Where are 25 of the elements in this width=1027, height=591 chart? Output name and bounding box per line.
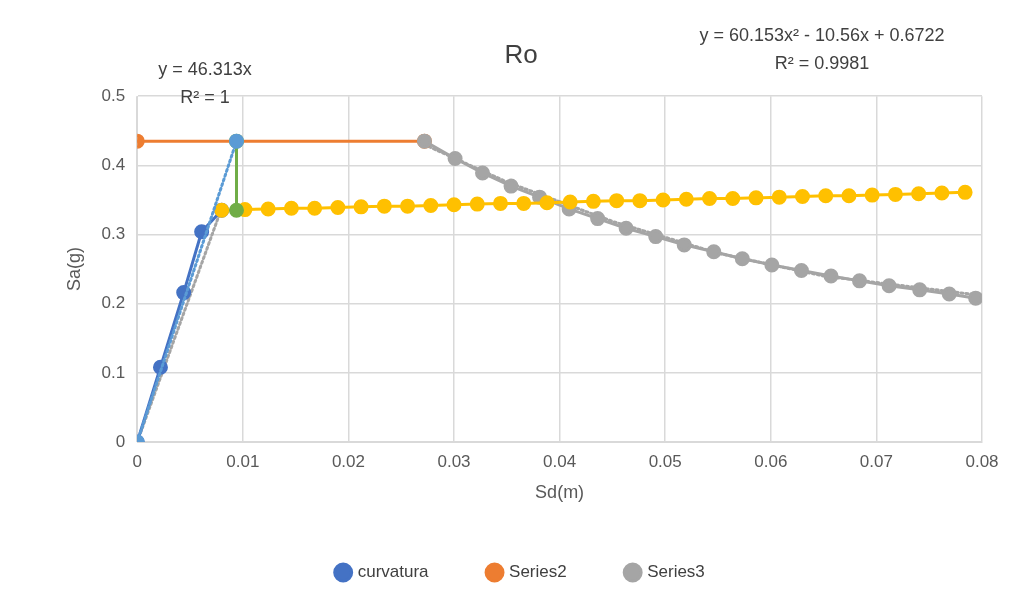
x-tick-label: 0.04 — [543, 451, 577, 471]
x-tick-label: 0 — [132, 451, 142, 471]
x-tick-label: 0.05 — [648, 451, 682, 471]
x-tick-label: 0.03 — [437, 451, 471, 471]
y-tick-label: 0.4 — [101, 155, 126, 175]
y-tick-label: 0.5 — [101, 85, 126, 105]
x-tick-label: 0.01 — [226, 451, 260, 471]
x-axis-title: Sd(m) — [535, 482, 585, 503]
legend-label: Series2 — [509, 562, 567, 582]
chart-title: Ro — [504, 38, 538, 69]
y-tick-label: 0.1 — [101, 362, 126, 382]
x-tick-label: 0.07 — [859, 451, 893, 471]
x-tick-label: 0.08 — [965, 451, 999, 471]
y-axis-title: Sa(g) — [63, 247, 84, 292]
annotation: R² = 1 — [180, 86, 230, 107]
y-tick-label: 0.2 — [101, 293, 126, 313]
text: R² = 0.9981 — [774, 52, 870, 73]
y-tick-label: 0 — [115, 431, 126, 451]
x-tick-label: 0.06 — [754, 451, 788, 471]
legend-label: curvatura — [357, 562, 430, 582]
text: y = 60.153x² - 10.56x + 0.6722 — [699, 24, 945, 45]
legend-label: Series3 — [647, 562, 705, 582]
y-tick-label: 0.3 — [101, 224, 126, 244]
x-tick-label: 0.02 — [331, 451, 365, 471]
text: y = 46.313x — [158, 58, 252, 79]
